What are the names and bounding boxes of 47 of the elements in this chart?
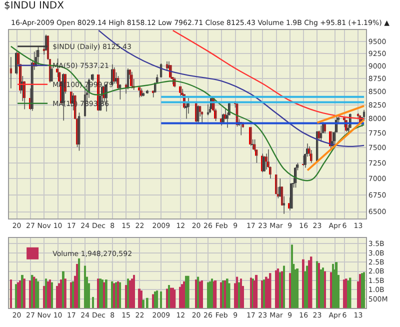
bar [142,300,144,308]
bar [23,278,26,308]
bar [10,280,12,308]
bar [236,276,238,308]
bar [289,273,291,308]
bar [45,278,47,308]
bar [166,288,168,308]
bar [64,278,66,308]
bar [324,271,326,308]
bar [277,268,280,308]
bar [51,282,53,308]
bar [207,282,209,308]
bar [92,296,94,308]
bar [156,290,158,308]
bar [275,270,278,308]
chart-title: $INDU INDX [4,0,64,12]
bar [283,266,285,308]
bar [201,280,203,308]
bar [47,281,49,308]
bar [78,258,80,308]
bar [310,256,312,308]
bar [152,294,154,308]
line-series [10,46,365,182]
bar [84,266,86,308]
bar [76,264,78,308]
bar [238,282,240,308]
bar [49,280,51,308]
bar [240,278,242,308]
bar [197,276,200,308]
bar [320,269,322,308]
bar [154,291,156,308]
bar [133,274,135,308]
bar [168,285,170,308]
bar [255,274,258,308]
bar [330,272,332,308]
bar [37,281,40,308]
bar [363,272,365,308]
bar [125,285,127,308]
bar [195,280,198,308]
bar [160,291,162,308]
bar [43,286,45,308]
bar [211,278,213,308]
bar [349,278,352,308]
bar [322,268,324,308]
bar [146,298,148,308]
bar [105,280,108,308]
bar [199,281,202,308]
